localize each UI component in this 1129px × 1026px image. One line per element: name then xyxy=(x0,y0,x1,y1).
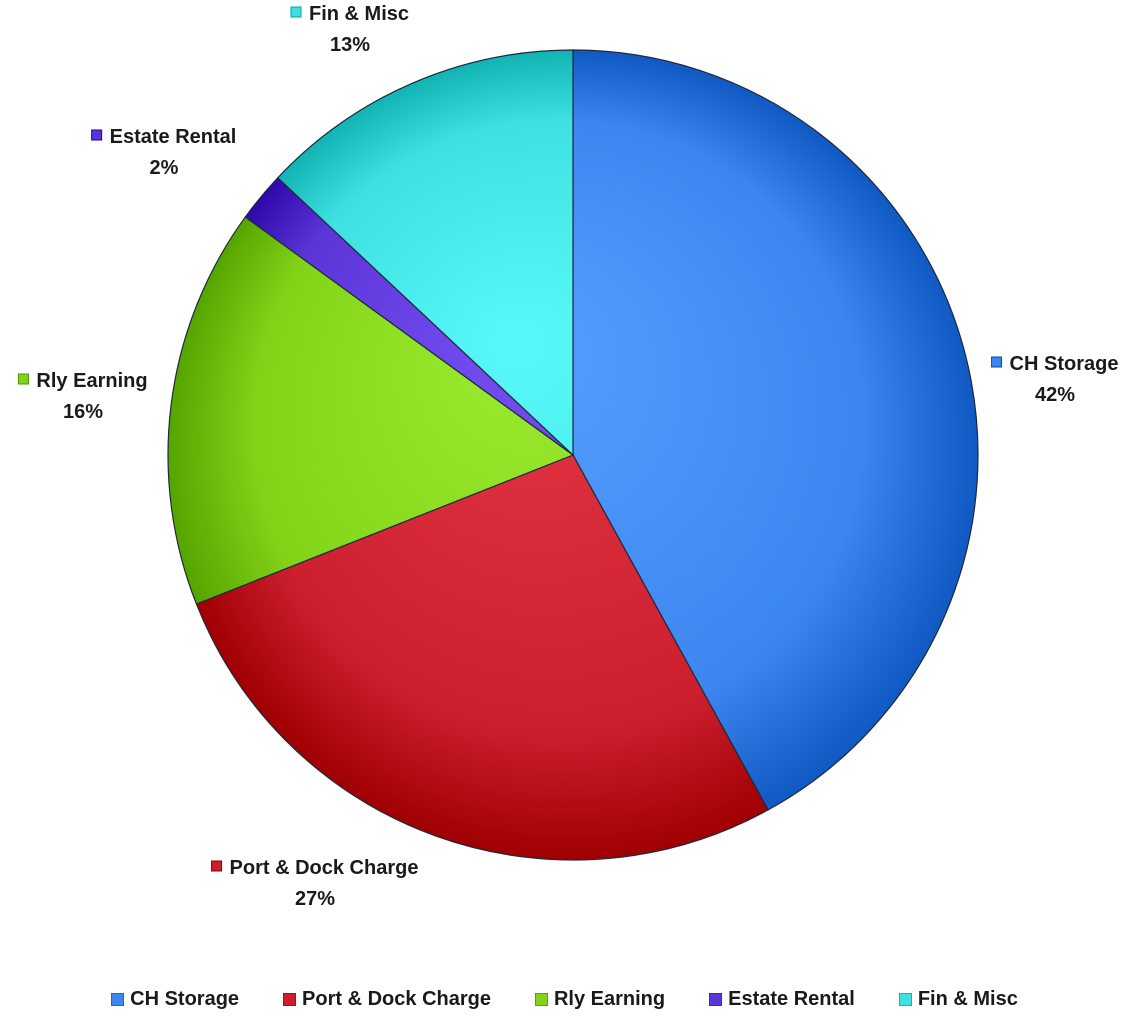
pie-data-labels: CH Storage 42% Port & Dock Charge 27% Rly Ea… xyxy=(17,3,1119,910)
data-label-category: Estate Rental xyxy=(110,126,237,148)
data-label-swatch xyxy=(991,356,1003,368)
legend-swatch xyxy=(111,993,125,1006)
legend-swatch xyxy=(898,993,912,1006)
data-label-percent: 16% xyxy=(63,401,103,423)
pie-slices xyxy=(167,49,979,861)
data-label-percent: 13% xyxy=(330,34,370,56)
pie-slice-fin-misc xyxy=(276,49,574,457)
legend-item-port-dock-charge: Port & Dock Charge xyxy=(283,988,491,1011)
data-label-percent: 2% xyxy=(150,157,179,179)
legend-label: Fin & Misc xyxy=(917,988,1018,1010)
data-label-fin-misc: Fin & Misc 13% xyxy=(290,3,409,56)
legend-label: Rly Earning xyxy=(553,988,666,1010)
data-label-category: Fin & Misc xyxy=(309,3,409,25)
pie-slice-port-dock-charge xyxy=(195,454,769,861)
data-label-percent: 42% xyxy=(1035,384,1075,406)
legend-swatch xyxy=(709,993,723,1006)
data-label-swatch xyxy=(17,373,29,385)
chart-legend: CH Storage Port & Dock Charge Rly Earning E… xyxy=(0,988,1129,1011)
data-label-percent: 27% xyxy=(295,888,335,910)
data-label-estate-rental: Estate Rental 2% xyxy=(91,126,237,179)
legend-item-rly-earning: Rly Earning xyxy=(534,988,666,1011)
legend-swatch xyxy=(283,993,297,1006)
pie-slice-ch-storage xyxy=(572,49,979,811)
data-label-category: Rly Earning xyxy=(36,370,147,392)
data-label-swatch xyxy=(211,860,223,872)
data-label-rly-earning: Rly Earning 16% xyxy=(17,370,148,423)
data-label-category: CH Storage xyxy=(1010,353,1119,375)
legend-label: Port & Dock Charge xyxy=(302,988,491,1010)
legend-swatch xyxy=(534,993,548,1006)
data-label-swatch xyxy=(91,129,103,141)
data-label-swatch xyxy=(290,6,302,18)
legend-item-estate-rental: Estate Rental xyxy=(709,988,855,1011)
legend-label: CH Storage xyxy=(130,988,240,1010)
data-label-port-dock-charge: Port & Dock Charge 27% xyxy=(211,857,419,910)
data-label-category: Port & Dock Charge xyxy=(230,857,419,879)
data-label-ch-storage: CH Storage 42% xyxy=(991,353,1119,406)
pie-slice-rly-earning xyxy=(167,216,575,605)
legend-item-fin-misc: Fin & Misc xyxy=(898,988,1018,1011)
legend-label: Estate Rental xyxy=(728,988,855,1010)
legend-item-ch-storage: CH Storage xyxy=(111,988,239,1011)
